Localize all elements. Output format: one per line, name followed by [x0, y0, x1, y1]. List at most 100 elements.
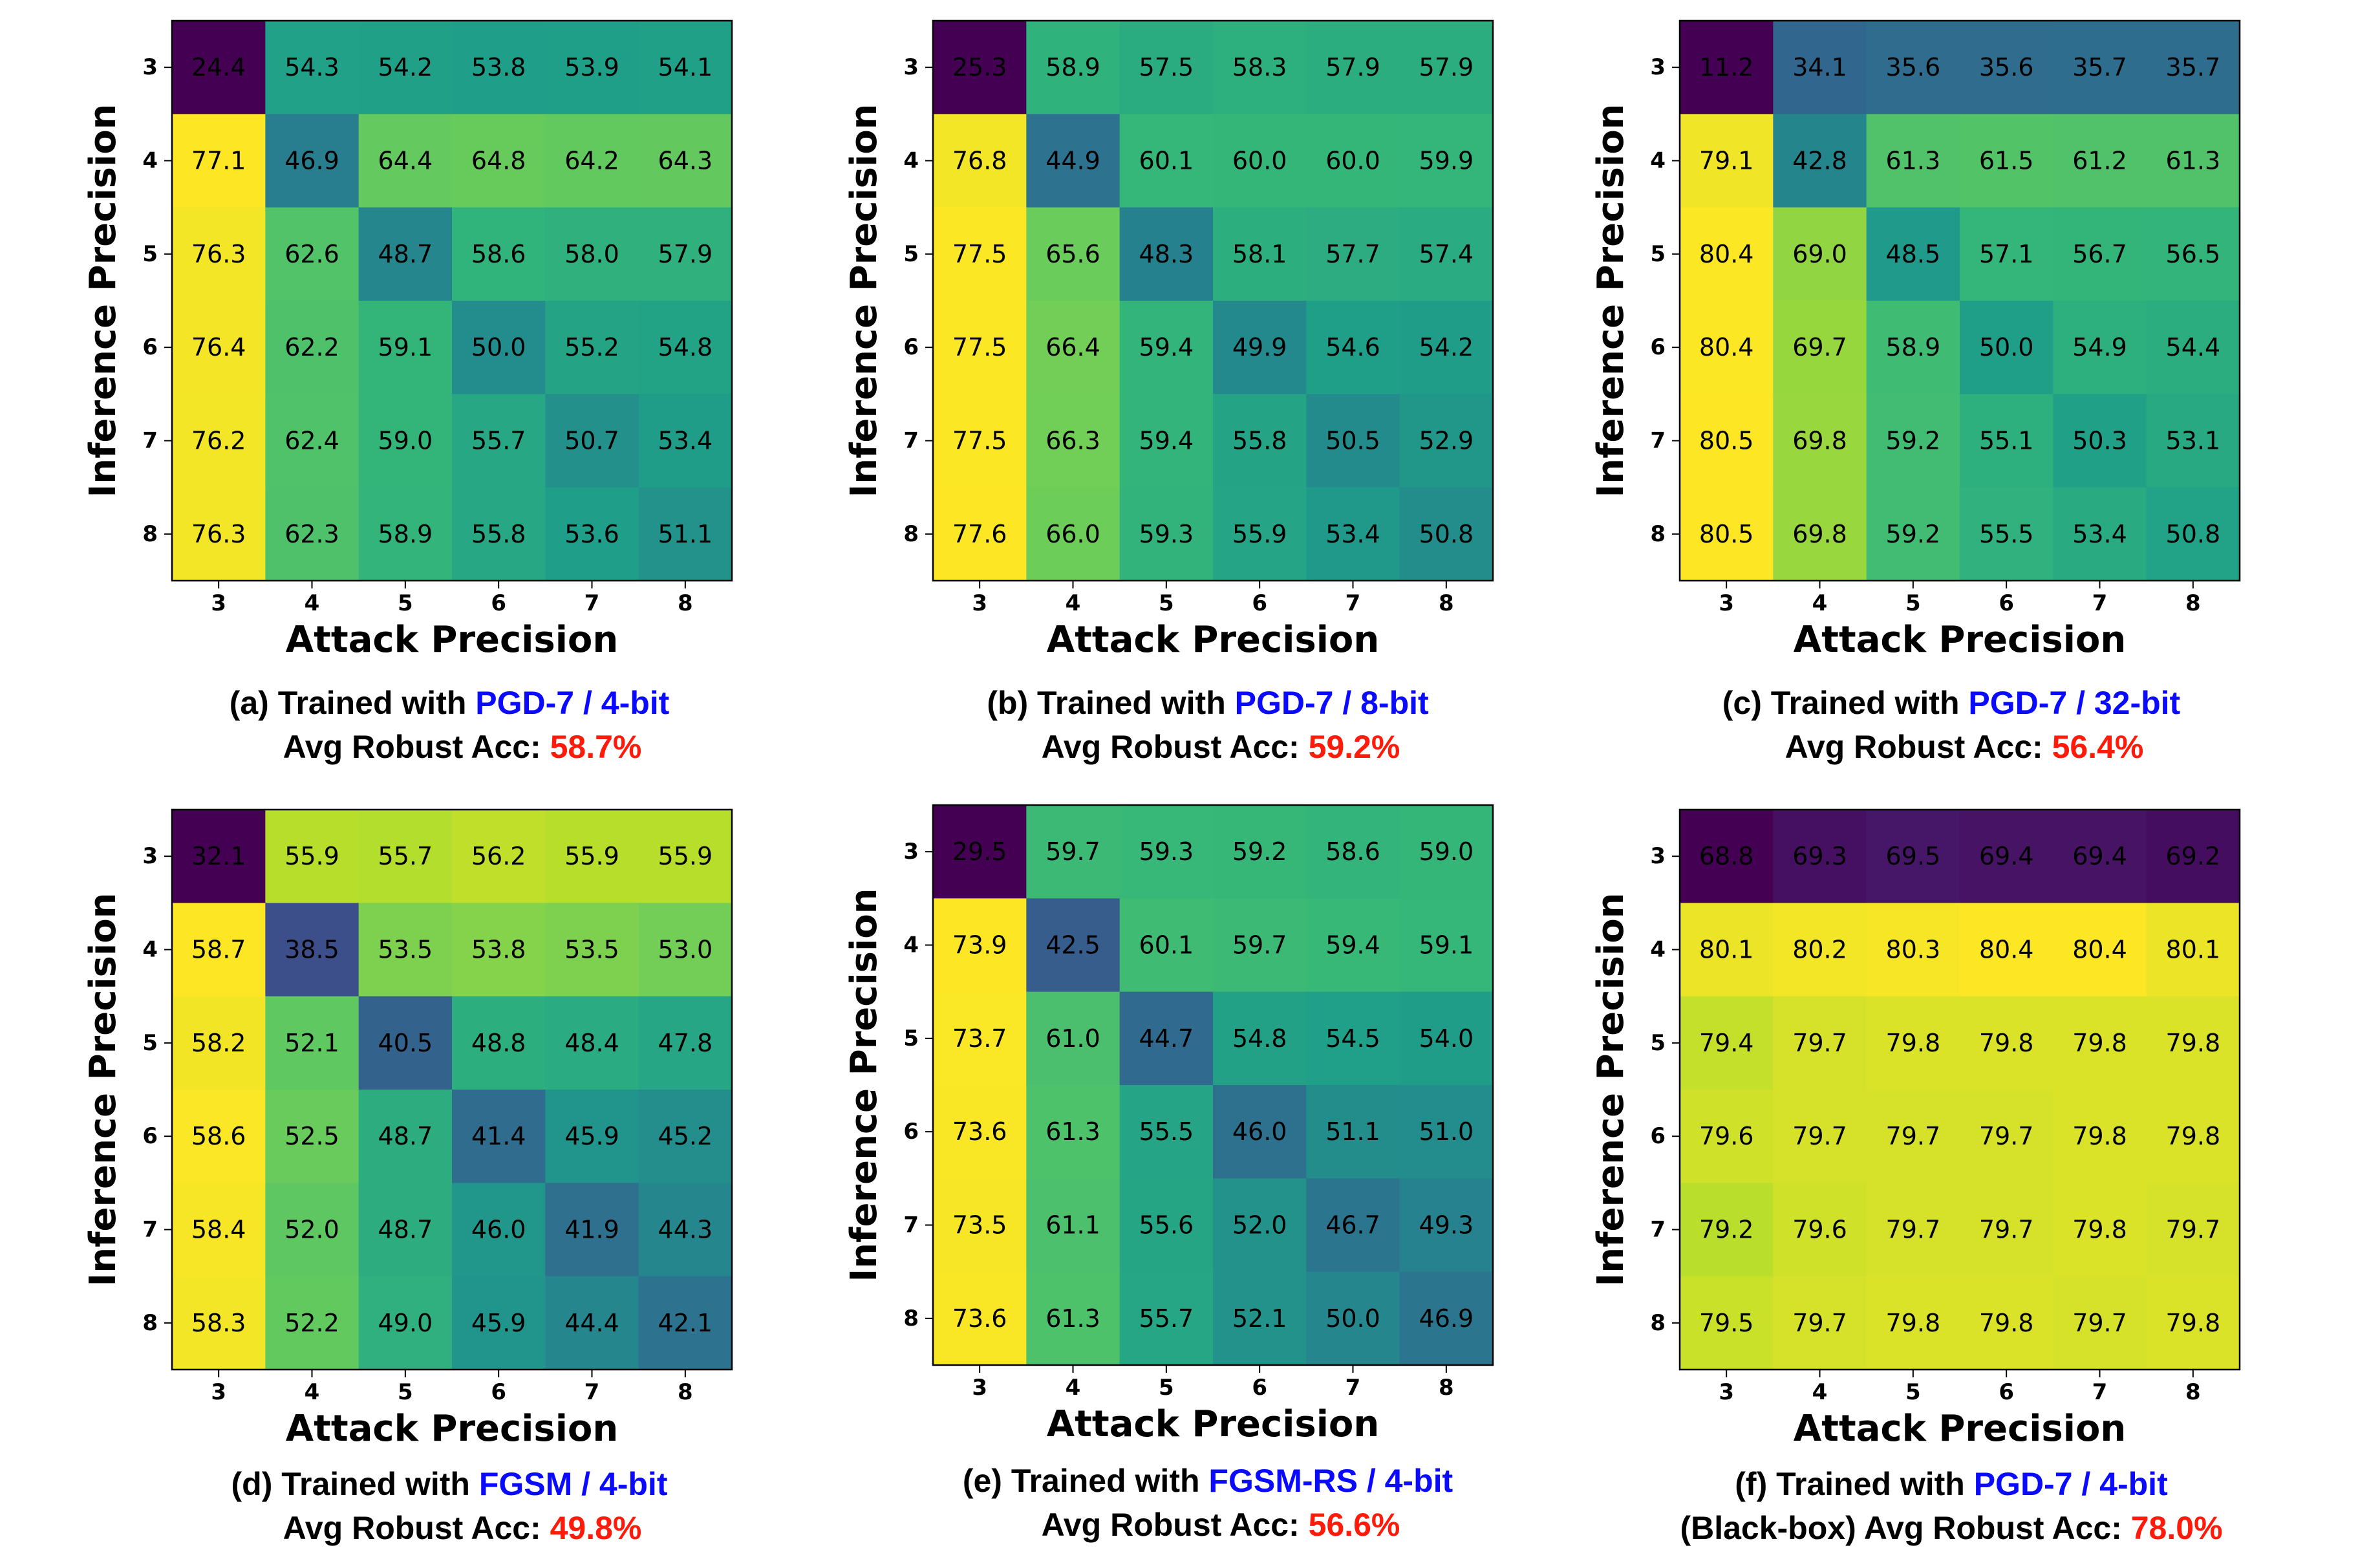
y-tick-label: 7: [142, 1217, 158, 1243]
cell-value-label: 24.4: [191, 53, 246, 81]
heatmap-cell: [265, 301, 359, 394]
x-tick-label: 7: [584, 590, 600, 616]
heatmap-cell: [1119, 114, 1214, 208]
heatmap-cell: [452, 1183, 546, 1277]
y-axis-label: Inference Precision: [843, 103, 885, 497]
cell-value-label: 50.0: [1979, 333, 2034, 361]
cell-value-label: 41.9: [564, 1216, 619, 1244]
cell-value-label: 65.6: [1045, 240, 1100, 268]
cell-value-label: 80.5: [1699, 520, 1754, 548]
x-tick-label: 5: [398, 1379, 413, 1405]
heatmap-cell: [545, 996, 639, 1090]
heatmap-cell: [933, 114, 1027, 208]
heatmap-cell: [1773, 1183, 1867, 1277]
cell-value-label: 57.9: [658, 240, 713, 268]
cell-value-label: 61.0: [1045, 1024, 1100, 1053]
cell-value-label: 41.4: [471, 1122, 526, 1150]
x-tick-label: 5: [1905, 590, 1921, 616]
heatmap-cell: [1866, 394, 1960, 488]
cell-value-label: 54.5: [1325, 1024, 1380, 1053]
cell-value-label: 53.8: [471, 936, 526, 964]
y-tick-label: 7: [1650, 428, 1666, 454]
heatmap-cell: [2053, 487, 2147, 581]
heatmap-cell: [1399, 21, 1494, 114]
cell-value-label: 51.1: [658, 520, 713, 548]
x-tick-label: 7: [1345, 590, 1361, 616]
cell-value-label: 66.0: [1045, 520, 1100, 548]
caption-acc-label: Avg Robust Acc:: [1785, 729, 2052, 765]
y-tick-label: 8: [1650, 1310, 1666, 1336]
y-tick-label: 3: [1650, 843, 1666, 869]
heatmap-cell: [452, 394, 546, 488]
heatmap-cell: [1119, 1271, 1214, 1366]
y-tick-label: 6: [1650, 334, 1666, 360]
y-tick-label: 3: [1650, 54, 1666, 80]
heatmap-cell: [1960, 996, 2053, 1090]
cell-value-label: 61.3: [1045, 1304, 1100, 1333]
cell-value-label: 79.8: [1979, 1029, 2034, 1057]
caption-a: (a) Trained with PGD-7 / 4-bit Avg Robus…: [68, 681, 831, 769]
cell-value-label: 55.8: [1232, 427, 1287, 455]
cell-value-label: 59.2: [1886, 427, 1941, 455]
cell-value-label: 35.7: [2166, 53, 2221, 81]
heatmap-cell: [265, 1276, 359, 1370]
heatmap-cell: [358, 996, 453, 1090]
cell-value-label: 44.4: [564, 1309, 619, 1337]
cell-value-label: 56.2: [471, 842, 526, 870]
heatmap-cell: [1866, 810, 1960, 903]
x-axis-label: Attack Precision: [286, 619, 619, 661]
x-tick-label: 8: [1439, 1375, 1454, 1401]
cell-value-label: 79.8: [2072, 1122, 2127, 1150]
heatmap-cell: [638, 114, 733, 208]
cell-value-label: 80.4: [2072, 936, 2127, 964]
cell-value-label: 52.1: [1232, 1304, 1287, 1333]
caption-prefix: (a) Trained with: [229, 685, 476, 721]
cell-value-label: 73.9: [952, 931, 1007, 960]
cell-value-label: 61.5: [1979, 147, 2034, 175]
cell-value-label: 79.7: [2166, 1216, 2221, 1244]
heatmap-cell: [2053, 1183, 2147, 1277]
cell-value-label: 35.6: [1979, 53, 2034, 81]
cell-value-label: 50.8: [1419, 520, 1474, 548]
plot-frame: [171, 808, 733, 1371]
heatmap-cell: [2146, 996, 2240, 1090]
cell-value-label: 48.5: [1886, 240, 1941, 268]
heatmap-cell: [1866, 903, 1960, 997]
heatmap-cell: [1213, 487, 1307, 581]
cell-value-label: 52.5: [284, 1122, 339, 1150]
cell-value-label: 79.8: [1979, 1309, 2034, 1337]
heatmap-cell: [933, 301, 1027, 394]
cell-value-label: 52.0: [1232, 1211, 1287, 1240]
heatmap-cell: [172, 810, 266, 903]
heatmap-cell: [638, 394, 733, 488]
cell-value-label: 58.2: [191, 1029, 246, 1057]
cell-value-label: 77.5: [952, 333, 1007, 361]
x-tick-label: 7: [584, 1379, 600, 1405]
cell-value-label: 64.8: [471, 147, 526, 175]
cell-value-label: 61.3: [1886, 147, 1941, 175]
heatmap-cell: [545, 903, 639, 997]
heatmap-cell: [452, 114, 546, 208]
heatmap-cell: [545, 21, 639, 114]
y-tick-label: 7: [903, 1212, 919, 1238]
cell-value-label: 46.9: [1419, 1304, 1474, 1333]
heatmap-cell: [638, 487, 733, 581]
heatmap-cell: [1213, 394, 1307, 488]
cell-value-label: 59.2: [1886, 520, 1941, 548]
cell-value-label: 61.3: [2166, 147, 2221, 175]
cell-value-label: 46.7: [1325, 1211, 1380, 1240]
heatmap-cell: [1866, 1183, 1960, 1277]
heatmap-cell: [1399, 1271, 1494, 1366]
heatmap-cell: [452, 810, 546, 903]
heatmap-cell: [265, 1183, 359, 1277]
heatmap-cell: [2146, 487, 2240, 581]
heatmap-cell: [1773, 487, 1867, 581]
cell-value-label: 80.5: [1699, 427, 1754, 455]
y-tick-label: 4: [903, 148, 919, 174]
heatmap-cell: [933, 394, 1027, 488]
y-tick-label: 4: [1650, 937, 1666, 963]
cell-value-label: 51.0: [1419, 1117, 1474, 1146]
x-tick-label: 4: [1066, 590, 1081, 616]
heatmap-cell: [172, 1090, 266, 1183]
heatmap-cell: [1399, 301, 1494, 394]
